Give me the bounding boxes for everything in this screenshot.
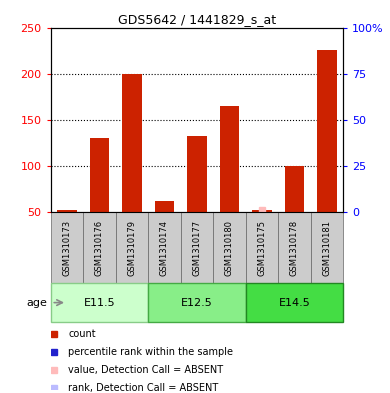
Bar [83, 212, 116, 283]
Title: GDS5642 / 1441829_s_at: GDS5642 / 1441829_s_at [118, 13, 276, 26]
Text: GSM1310176: GSM1310176 [95, 220, 104, 275]
Text: GSM1310175: GSM1310175 [257, 220, 266, 275]
Bar [51, 212, 83, 283]
Bar [311, 212, 343, 283]
Bar [278, 212, 311, 283]
Bar [148, 212, 181, 283]
Bar [213, 212, 246, 283]
Bar [181, 212, 213, 283]
Text: GSM1310179: GSM1310179 [128, 220, 136, 275]
Text: GSM1310173: GSM1310173 [62, 220, 71, 275]
Text: E14.5: E14.5 [278, 298, 310, 308]
Bar [246, 212, 278, 283]
Bar [116, 212, 148, 283]
Bar [246, 283, 343, 322]
Bar [220, 106, 239, 212]
Text: E12.5: E12.5 [181, 298, 213, 308]
Text: age: age [26, 298, 47, 308]
Text: GSM1310178: GSM1310178 [290, 220, 299, 275]
Text: GSM1310174: GSM1310174 [160, 220, 169, 275]
Text: GSM1310177: GSM1310177 [192, 220, 202, 275]
Text: GSM1310180: GSM1310180 [225, 220, 234, 275]
Bar [57, 210, 77, 212]
Bar [51, 283, 148, 322]
Bar [285, 166, 304, 212]
Text: count: count [68, 329, 96, 339]
Bar [148, 283, 246, 322]
Bar [317, 50, 337, 212]
Text: percentile rank within the sample: percentile rank within the sample [68, 347, 233, 357]
Bar [252, 210, 272, 212]
Bar [90, 138, 109, 212]
Text: value, Detection Call = ABSENT: value, Detection Call = ABSENT [68, 365, 223, 375]
Bar [122, 73, 142, 212]
Bar [155, 201, 174, 212]
Text: GSM1310181: GSM1310181 [323, 220, 332, 275]
Text: rank, Detection Call = ABSENT: rank, Detection Call = ABSENT [68, 383, 218, 393]
Text: E11.5: E11.5 [83, 298, 115, 308]
Bar [187, 136, 207, 212]
